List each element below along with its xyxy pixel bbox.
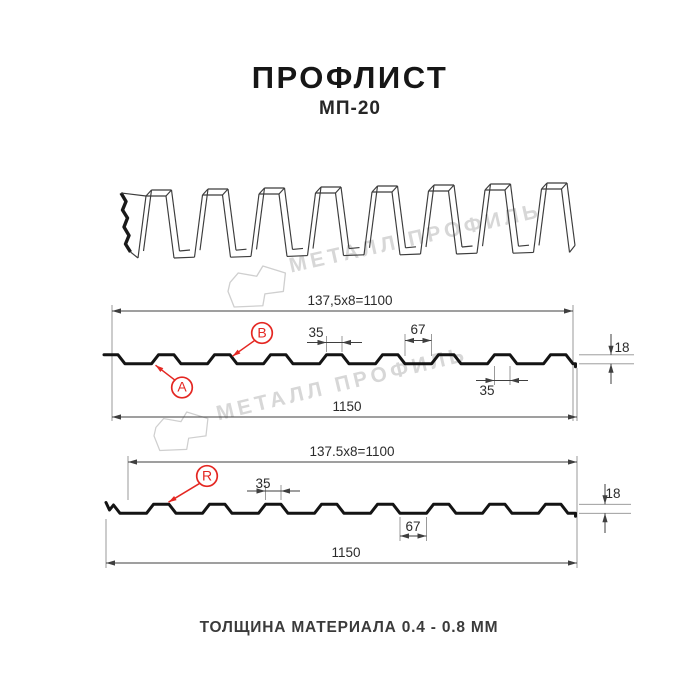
callout-b: B — [257, 324, 267, 341]
callout-marks — [155, 321, 274, 503]
dim-rib-bottom-35: 35 — [479, 383, 495, 398]
dim-rib-formula-top: 137,5x8=1100 — [307, 293, 393, 308]
cross-section-bottom — [104, 501, 577, 518]
footer-note: ТОЛЩИНА МАТЕРИАЛА 0.4 - 0.8 ММ — [199, 619, 499, 636]
dim-height-18: 18 — [614, 340, 630, 355]
page-title: ПРОФЛИСТ — [251, 60, 449, 95]
dim-total-width-1150-b: 1150 — [331, 545, 361, 560]
profile-3d-drawing — [119, 182, 576, 259]
dim-rib-top-35: 35 — [308, 325, 324, 340]
dim-rib-formula-bottom: 137.5x8=1100 — [309, 444, 395, 459]
dimensions-section-bottom — [105, 456, 631, 568]
watermark-logos — [153, 265, 287, 452]
callout-r: R — [201, 467, 213, 484]
callout-a: A — [177, 378, 187, 395]
dim-valley-67-b: 67 — [405, 519, 421, 534]
page-subtitle: МП-20 — [319, 98, 381, 119]
cross-section-top — [102, 353, 577, 369]
dim-total-width-1150: 1150 — [332, 399, 362, 414]
cross-section-profiles — [102, 353, 577, 518]
dimensions-section-top — [111, 305, 634, 421]
dim-rib-top-35-b: 35 — [255, 476, 271, 491]
dim-valley-67: 67 — [410, 322, 426, 337]
metall-profil-logo — [227, 265, 287, 308]
dim-height-18-b: 18 — [605, 486, 621, 501]
metall-profil-logo — [153, 411, 209, 452]
